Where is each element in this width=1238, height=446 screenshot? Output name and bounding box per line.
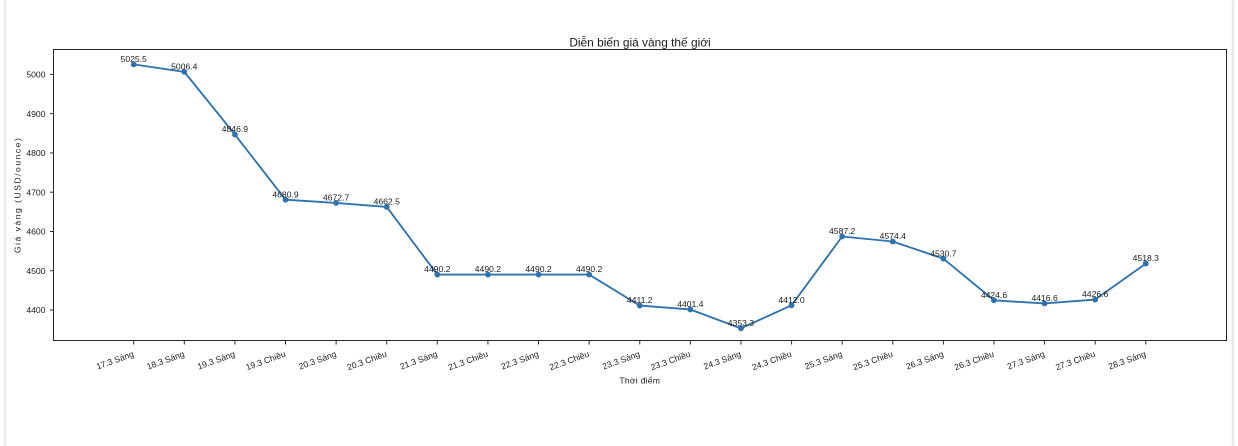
svg-text:Thời điểm: Thời điểm [619,376,660,386]
svg-text:4490.2: 4490.2 [525,264,552,274]
svg-text:4800: 4800 [26,148,45,158]
svg-text:21.3 Chiều: 21.3 Chiều [447,349,490,373]
svg-text:Diễn biến giá vàng thế giới: Diễn biến giá vàng thế giới [569,35,710,50]
svg-text:18.3 Sáng: 18.3 Sáng [145,349,185,372]
svg-text:4846.9: 4846.9 [222,124,249,134]
svg-text:4490.2: 4490.2 [475,264,502,274]
svg-text:4424.6: 4424.6 [981,290,1008,300]
svg-text:23.3 Sáng: 23.3 Sáng [601,349,641,372]
svg-text:4401.4: 4401.4 [677,299,704,309]
svg-text:4353.3: 4353.3 [728,318,755,328]
svg-text:4680.9: 4680.9 [272,189,299,199]
svg-text:5006.4: 5006.4 [171,61,198,71]
svg-text:4490.2: 4490.2 [576,264,603,274]
svg-text:4490.2: 4490.2 [424,264,451,274]
svg-text:4412.0: 4412.0 [778,295,805,305]
svg-text:4518.3: 4518.3 [1133,253,1160,263]
svg-text:25.3 Sáng: 25.3 Sáng [803,349,843,372]
svg-text:24.3 Chiều: 24.3 Chiều [750,349,793,373]
svg-text:26.3 Chiều: 26.3 Chiều [953,349,996,373]
svg-text:4411.2: 4411.2 [627,295,653,305]
svg-text:27.3 Chiều: 27.3 Chiều [1054,349,1097,373]
svg-text:24.3 Sáng: 24.3 Sáng [702,349,742,372]
svg-text:Giá vàng (USD/ounce): Giá vàng (USD/ounce) [13,137,23,253]
svg-text:20.3 Sáng: 20.3 Sáng [297,349,337,372]
svg-text:22.3 Chiều: 22.3 Chiều [548,349,591,373]
svg-text:28.3 Sáng: 28.3 Sáng [1107,349,1147,372]
svg-text:4662.5: 4662.5 [374,197,401,207]
svg-text:27.3 Sáng: 27.3 Sáng [1006,349,1046,372]
svg-text:4500: 4500 [26,266,45,276]
svg-text:19.3 Sáng: 19.3 Sáng [196,349,236,372]
svg-text:4600: 4600 [26,227,45,237]
svg-text:21.3 Sáng: 21.3 Sáng [398,349,438,372]
svg-text:25.3 Chiều: 25.3 Chiều [852,349,895,373]
svg-text:4587.2: 4587.2 [829,226,856,236]
svg-text:4574.4: 4574.4 [880,231,907,241]
svg-text:4416.6: 4416.6 [1031,293,1058,303]
svg-text:26.3 Sáng: 26.3 Sáng [905,349,945,372]
svg-text:5000: 5000 [26,70,45,80]
svg-text:5025.5: 5025.5 [121,54,148,64]
svg-text:4900: 4900 [26,109,45,119]
svg-text:4530.7: 4530.7 [930,248,957,258]
svg-text:4426.6: 4426.6 [1082,289,1109,299]
svg-text:20.3 Chiều: 20.3 Chiều [346,349,389,373]
svg-text:22.3 Sáng: 22.3 Sáng [500,349,540,372]
svg-text:23.3 Chiều: 23.3 Chiều [649,349,692,373]
svg-text:17.3 Sáng: 17.3 Sáng [95,349,135,372]
svg-text:4400: 4400 [26,305,45,315]
svg-text:4672.7: 4672.7 [323,193,350,203]
svg-text:4700: 4700 [26,187,45,197]
svg-text:19.3 Chiều: 19.3 Chiều [244,349,287,373]
